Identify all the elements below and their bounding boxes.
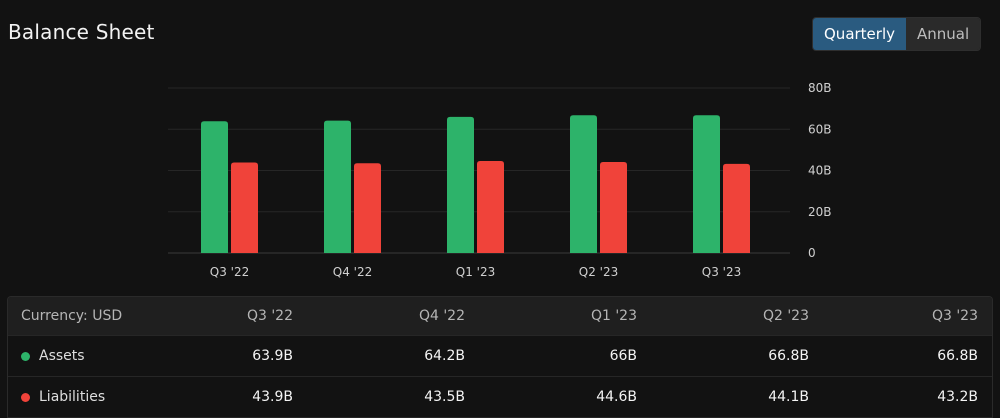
quarterly-button[interactable]: Quarterly [813,18,906,50]
assets-bar [324,120,351,254]
table-cell: 63.9B [252,348,293,364]
column-header: Q1 '23 [590,308,637,324]
balance-sheet-chart: 0 20B 40B 60B 80B Q3 '22 Q4 '22 Q1 '23 Q2 '23 Q3 … [168,81,832,279]
column-header: Q2 '23 [762,308,809,324]
assets-bar [570,115,597,253]
table-cell: 66.8B [937,348,978,364]
table-cell: 64.2B [424,348,465,364]
row-label: Assets [21,336,85,376]
table-row-liabilities: Liabilities 43.9B 43.5B 44.6B 44.1B 43.2… [8,377,992,418]
liabilities-bar [600,162,627,253]
row-label-text: Assets [39,348,85,364]
liabilities-bar [354,163,381,253]
liabilities-bar [477,161,504,253]
annual-button[interactable]: Annual [906,18,981,50]
x-tick-label: Q3 '22 [210,265,249,279]
page-title: Balance Sheet [8,20,155,44]
table-cell: 44.6B [596,389,637,405]
row-label-text: Liabilities [39,389,106,405]
assets-bar [201,121,228,253]
y-tick-label: 80B [808,81,832,95]
liabilities-legend-dot [21,392,30,402]
column-header: Q3 '22 [246,308,293,324]
table-cell: 66B [609,348,637,364]
x-tick-label: Q1 '23 [456,265,495,279]
table-row-assets: Assets 63.9B 64.2B 66B 66.8B 66.8B [8,336,992,377]
x-tick-label: Q2 '23 [579,265,618,279]
y-tick-label: 20B [808,205,832,219]
liabilities-bar [231,162,258,253]
y-tick-label: 0 [808,246,816,260]
table-cell: 44.1B [768,389,809,405]
y-tick-label: 40B [808,164,832,178]
table-cell: 43.9B [252,389,293,405]
x-tick-label: Q4 '22 [333,265,372,279]
balance-sheet-table: Currency: USD Q3 '22 Q4 '22 Q1 '23 Q2 '2… [7,296,993,418]
table-cell: 43.5B [424,389,465,405]
table-cell: 43.2B [937,389,978,405]
column-header: Q4 '22 [418,308,465,324]
table-cell: 66.8B [768,348,809,364]
x-tick-label: Q3 '23 [702,265,741,279]
table-header-row: Currency: USD Q3 '22 Q4 '22 Q1 '23 Q2 '2… [8,297,992,336]
liabilities-bar [723,163,750,253]
currency-label: Currency: USD [21,308,123,324]
y-tick-label: 60B [808,122,832,136]
assets-bar [447,116,474,253]
period-toggle: Quarterly Annual [812,17,982,51]
column-header: Q3 '23 [931,308,978,324]
assets-bar [693,115,720,253]
row-label: Liabilities [21,377,105,417]
assets-legend-dot [21,351,30,361]
